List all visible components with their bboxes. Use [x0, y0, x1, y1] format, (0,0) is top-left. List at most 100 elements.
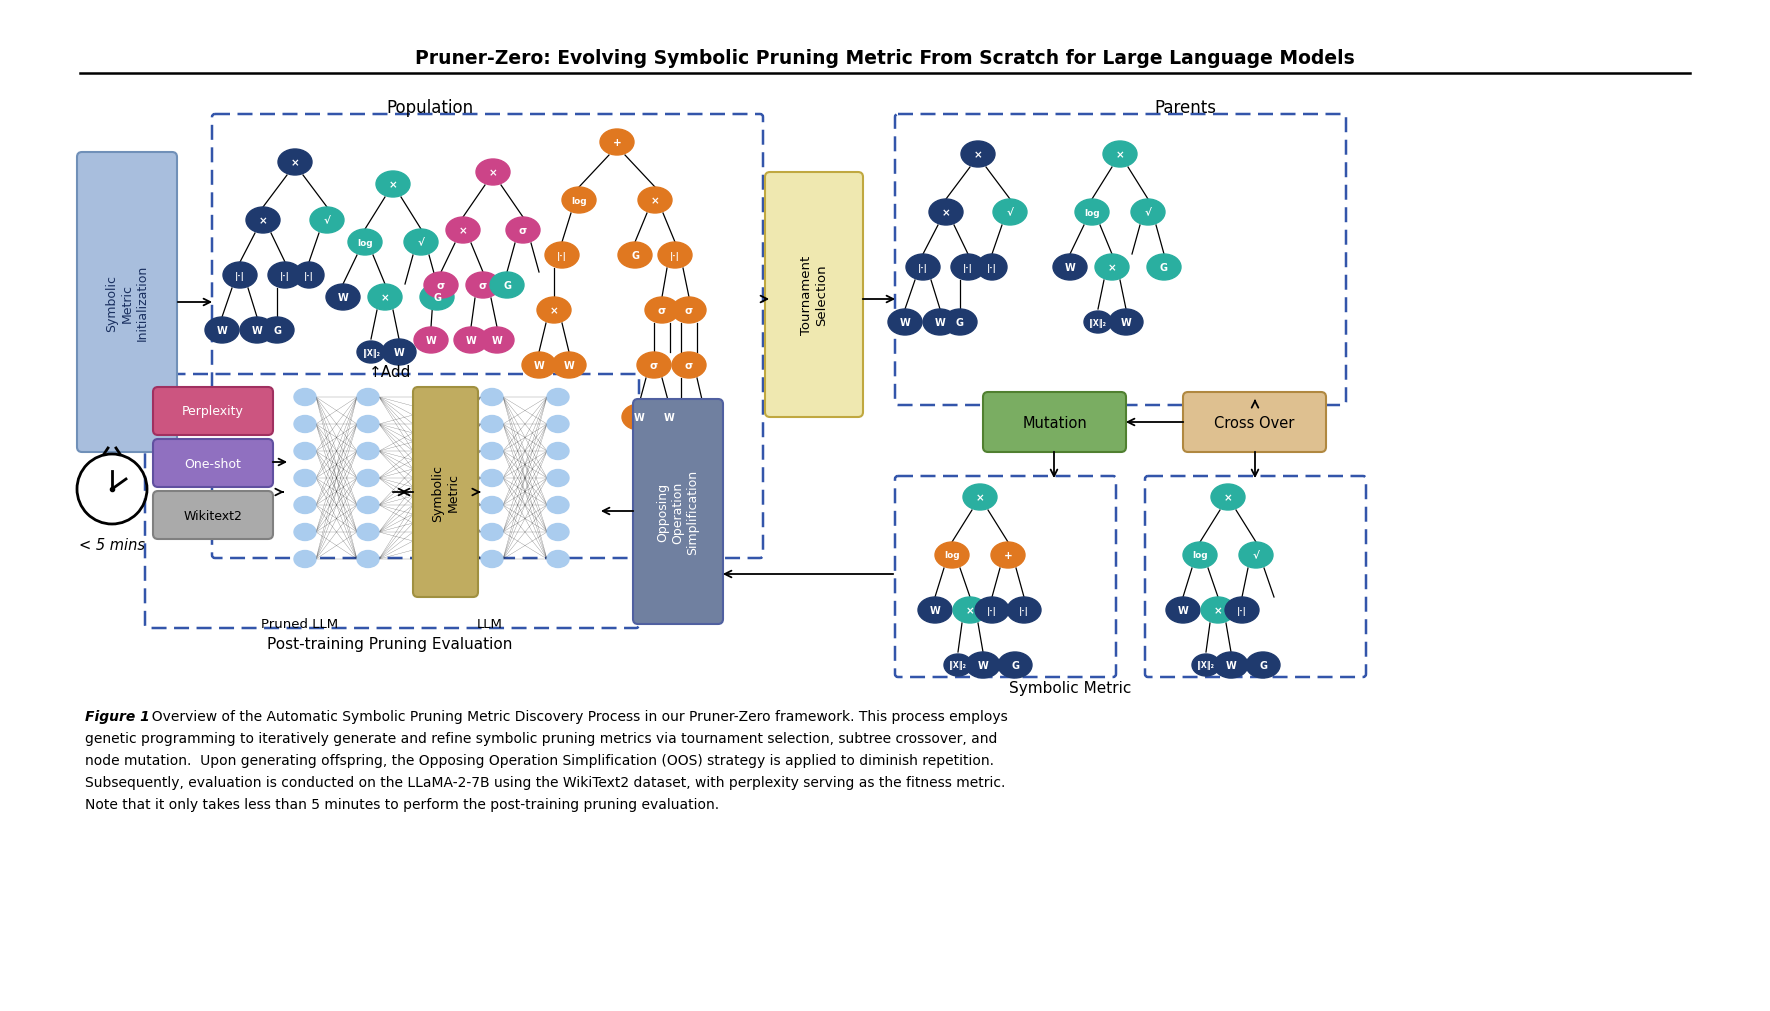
Text: Population: Population [386, 99, 474, 117]
Ellipse shape [522, 353, 556, 379]
FancyBboxPatch shape [78, 153, 177, 453]
Text: Symbolic
Metric: Symbolic Metric [432, 464, 460, 521]
Ellipse shape [943, 654, 972, 676]
Text: < 5 mins: < 5 mins [80, 537, 145, 552]
Text: Pruned LLM: Pruned LLM [262, 618, 338, 631]
Text: ×: × [942, 208, 950, 217]
Ellipse shape [358, 470, 379, 487]
Text: log: log [1085, 208, 1099, 217]
Text: G: G [1258, 660, 1267, 670]
Ellipse shape [1191, 654, 1220, 676]
Ellipse shape [621, 404, 657, 431]
Text: ×: × [1108, 263, 1117, 273]
Ellipse shape [935, 543, 968, 568]
Text: σ: σ [685, 305, 694, 315]
Text: ‖X‖₂: ‖X‖₂ [949, 661, 966, 670]
Text: σ: σ [519, 225, 527, 236]
Ellipse shape [963, 484, 997, 511]
Ellipse shape [998, 652, 1032, 678]
Text: ×: × [258, 215, 267, 225]
Text: √: √ [1007, 208, 1014, 217]
Text: Perplexity: Perplexity [182, 405, 244, 419]
Text: G: G [1159, 263, 1168, 273]
FancyBboxPatch shape [1182, 392, 1326, 453]
Text: W: W [216, 326, 227, 336]
Ellipse shape [294, 470, 317, 487]
Text: Parents: Parents [1154, 99, 1216, 117]
Text: W: W [425, 336, 437, 346]
Ellipse shape [547, 551, 568, 568]
Ellipse shape [906, 255, 940, 281]
Text: log: log [1193, 551, 1207, 560]
Ellipse shape [506, 217, 540, 244]
Ellipse shape [453, 328, 489, 354]
Text: ×: × [389, 180, 398, 190]
Text: Pruner-Zero: Evolving Symbolic Pruning Metric From Scratch for Large Language Mo: Pruner-Zero: Evolving Symbolic Pruning M… [416, 49, 1354, 68]
Ellipse shape [1147, 255, 1181, 281]
Ellipse shape [673, 353, 706, 379]
Text: Note that it only takes less than 5 minutes to perform the post-training pruning: Note that it only takes less than 5 minu… [85, 798, 719, 811]
Text: G: G [434, 293, 441, 302]
Ellipse shape [966, 652, 1000, 678]
Ellipse shape [975, 598, 1009, 624]
Text: ×: × [966, 606, 974, 616]
Ellipse shape [326, 285, 359, 310]
Text: W: W [1225, 660, 1237, 670]
Text: Opposing
Operation
Simplification: Opposing Operation Simplification [657, 469, 699, 554]
Text: ‖X‖₂: ‖X‖₂ [363, 348, 379, 357]
Ellipse shape [637, 188, 673, 213]
Text: G: G [630, 251, 639, 261]
Ellipse shape [358, 417, 379, 433]
Ellipse shape [547, 443, 568, 460]
Text: ↑Add: ↑Add [368, 364, 411, 379]
Ellipse shape [205, 317, 239, 344]
Text: W: W [338, 293, 349, 302]
Ellipse shape [952, 598, 988, 624]
Text: W: W [466, 336, 476, 346]
Text: W: W [899, 317, 910, 328]
Ellipse shape [1110, 309, 1143, 336]
Text: W: W [1177, 606, 1188, 616]
Ellipse shape [294, 263, 324, 289]
Text: |·|: |·| [558, 252, 566, 260]
Ellipse shape [358, 389, 379, 406]
Text: |·|: |·| [235, 271, 244, 280]
Ellipse shape [563, 188, 596, 213]
Text: W: W [533, 361, 545, 371]
Text: log: log [358, 239, 373, 248]
Text: W: W [935, 317, 945, 328]
Ellipse shape [547, 389, 568, 406]
Text: Cross Over: Cross Over [1214, 416, 1294, 430]
Ellipse shape [1214, 652, 1248, 678]
Ellipse shape [1182, 543, 1218, 568]
Ellipse shape [480, 328, 513, 354]
Ellipse shape [547, 524, 568, 541]
Ellipse shape [536, 297, 572, 324]
Ellipse shape [368, 285, 402, 310]
Text: ×: × [458, 225, 467, 236]
Ellipse shape [481, 417, 503, 433]
Ellipse shape [547, 470, 568, 487]
Ellipse shape [466, 273, 499, 298]
Ellipse shape [375, 172, 411, 198]
Ellipse shape [929, 200, 963, 225]
Text: σ: σ [685, 361, 694, 371]
Ellipse shape [637, 353, 671, 379]
Ellipse shape [1202, 598, 1235, 624]
Ellipse shape [1096, 255, 1129, 281]
FancyBboxPatch shape [634, 399, 722, 625]
Ellipse shape [481, 497, 503, 514]
Text: ×: × [1115, 150, 1124, 160]
Text: One-shot: One-shot [184, 457, 241, 470]
Text: ×: × [651, 196, 660, 206]
Ellipse shape [545, 243, 579, 269]
Ellipse shape [961, 142, 995, 168]
Ellipse shape [481, 551, 503, 568]
Text: genetic programming to iteratively generate and refine symbolic pruning metrics : genetic programming to iteratively gener… [85, 731, 997, 745]
Ellipse shape [644, 297, 680, 324]
Text: |·|: |·| [988, 263, 997, 272]
Ellipse shape [977, 255, 1007, 281]
Ellipse shape [1074, 200, 1110, 225]
Ellipse shape [950, 255, 984, 281]
Text: Figure 1: Figure 1 [85, 710, 150, 723]
